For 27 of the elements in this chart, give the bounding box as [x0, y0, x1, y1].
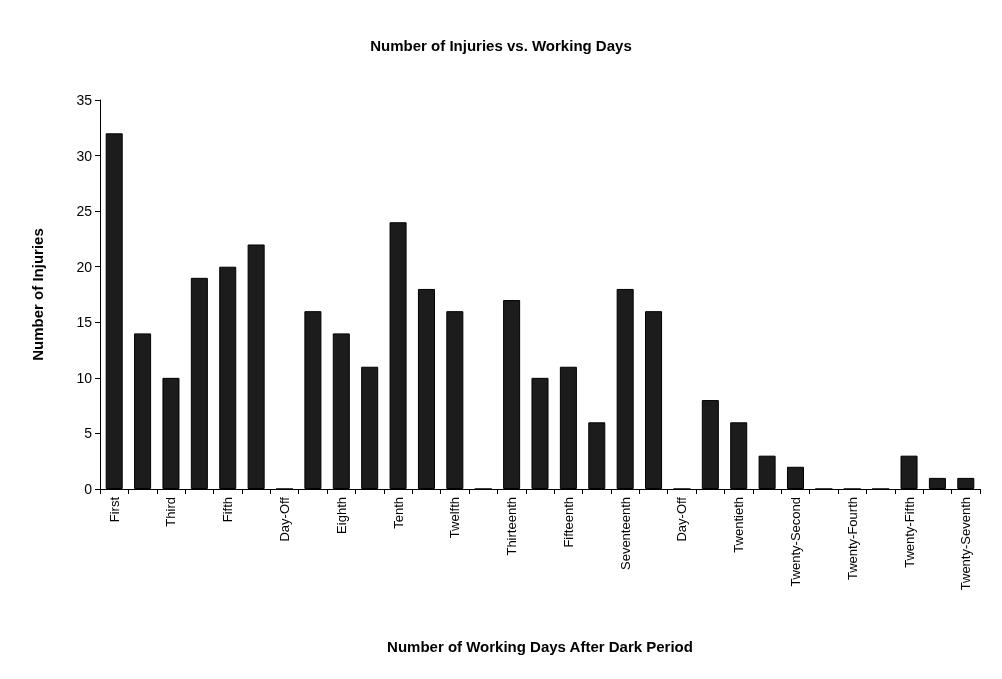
x-tick-label: Twentieth: [731, 497, 747, 553]
x-tick-label: Day-Off: [674, 496, 690, 542]
x-tick-label: Day-Off: [277, 496, 293, 542]
y-axis-title: Number of Injuries: [29, 228, 46, 361]
x-tick-label: Twelfth: [447, 497, 463, 539]
x-tick-label: Tenth: [390, 497, 406, 529]
y-tick-label: 25: [76, 203, 93, 220]
x-tick-label: Eighth: [333, 497, 349, 534]
x-tick-label: Twenty-Fourth: [844, 497, 860, 581]
y-tick-label: 0: [84, 481, 93, 497]
x-tick-label: Twenty-Second: [787, 497, 803, 587]
y-tick-label: 15: [76, 314, 93, 331]
x-tick-label: First: [106, 496, 122, 523]
chart-title: Number of Injuries vs. Working Days: [370, 37, 632, 54]
y-tick-label: 10: [76, 369, 93, 386]
y-tick-label: 30: [76, 147, 93, 164]
x-tick-label: Twenty-Fifth: [901, 497, 917, 568]
x-tick-label: Twenty-Seventh: [958, 497, 974, 591]
x-tick-label: Fifteenth: [560, 497, 576, 548]
x-tick-label: Fifth: [220, 497, 236, 523]
x-tick-label: Seventeenth: [617, 497, 633, 571]
x-tick-label: Third: [163, 497, 179, 527]
x-tick-label: Thirteenth: [504, 497, 520, 556]
y-tick-label: 20: [76, 258, 93, 275]
y-tick-label: 35: [76, 92, 93, 108]
x-axis-title: Number of Working Days After Dark Period: [387, 638, 693, 655]
y-tick-label: 5: [84, 425, 93, 442]
